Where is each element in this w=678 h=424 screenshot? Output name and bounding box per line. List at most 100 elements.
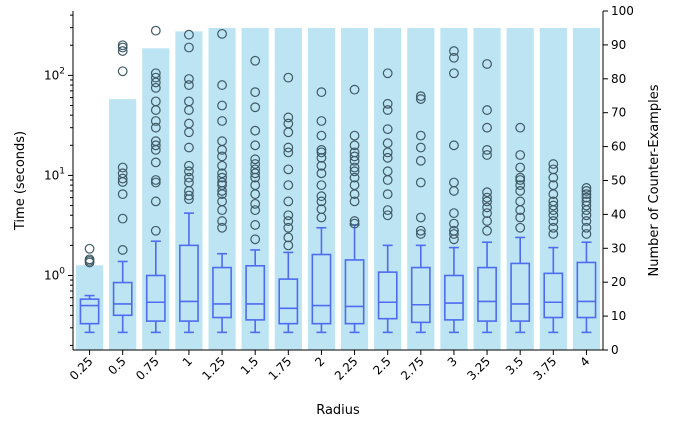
outlier-point [217, 100, 227, 111]
outlier-point [84, 243, 95, 254]
x-tick-label: 3.25 [464, 354, 493, 383]
outlier-point [150, 96, 161, 107]
boxplot [145, 25, 166, 334]
outlier-point [449, 46, 459, 56]
box-iqr [245, 264, 266, 321]
outlier-point [316, 204, 327, 215]
outlier-point [382, 166, 393, 177]
outlier-point [283, 216, 294, 226]
outlier-point [217, 151, 227, 162]
box-iqr [576, 261, 597, 319]
y-left-tick-label: 101 [44, 166, 65, 182]
outlier-point [250, 168, 261, 179]
outlier-point [415, 212, 426, 223]
box-iqr [212, 266, 232, 319]
time-boxplots [79, 25, 597, 334]
y-right-tick-label: 70 [611, 106, 626, 120]
outlier-point [382, 205, 393, 216]
outlier-point [515, 162, 526, 173]
outlier-point [316, 144, 327, 155]
outlier-point [150, 136, 161, 147]
outlier-point [415, 94, 426, 104]
outlier-point [349, 166, 360, 177]
outlier-point [283, 196, 294, 207]
outlier-point [316, 168, 327, 179]
boxplot [444, 46, 464, 334]
outlier-point [217, 136, 227, 147]
boxplot [212, 28, 232, 334]
outlier-point [217, 80, 227, 90]
boxplot [112, 40, 133, 334]
outlier-point [316, 160, 327, 171]
outlier-point [283, 142, 294, 153]
outlier-point [382, 98, 393, 109]
outlier-point [482, 208, 492, 219]
outlier-point [415, 130, 426, 141]
outlier-point [349, 172, 360, 183]
outlier-point [349, 180, 360, 191]
outlier-point [382, 68, 393, 79]
outlier-point [117, 173, 128, 184]
x-tick-label: 1.25 [199, 354, 228, 383]
x-tick-label: 4 [577, 354, 592, 369]
outlier-point [117, 162, 128, 173]
outlier-point [515, 212, 526, 223]
outlier-point [283, 72, 294, 83]
outlier-point [515, 150, 526, 160]
outlier-point [117, 66, 128, 77]
outlier-point [184, 177, 194, 188]
outlier-point [449, 177, 459, 188]
x-tick-label: 1.5 [238, 354, 261, 377]
x-axis-label: Radius [316, 403, 360, 418]
x-tick-label: 3.75 [531, 354, 560, 383]
outlier-point [482, 225, 492, 236]
outlier-point [382, 210, 393, 221]
outlier-point [349, 218, 360, 229]
boxplot [510, 122, 531, 334]
outlier-point [349, 151, 360, 162]
outlier-point [548, 180, 559, 191]
outlier-point [283, 240, 294, 251]
y-right-tick-label: 50 [611, 174, 626, 188]
outlier-point [349, 130, 360, 141]
outlier-point [184, 190, 194, 201]
outlier-point [150, 177, 161, 188]
box-iqr [79, 298, 100, 325]
outlier-point [382, 124, 393, 135]
y-right-tick-label: 100 [611, 4, 634, 18]
x-tick-label: 0.75 [133, 354, 162, 383]
outlier-point [217, 196, 227, 207]
outlier-point [449, 52, 459, 63]
outlier-point [184, 42, 194, 53]
box-iqr [145, 274, 166, 322]
outlier-point [150, 122, 161, 133]
outlier-point [515, 122, 526, 133]
outlier-point [316, 196, 327, 207]
boxplot [278, 72, 299, 334]
outlier-point [415, 225, 426, 236]
outlier-point [150, 68, 161, 79]
outlier-point [117, 245, 128, 255]
outlier-point [283, 210, 294, 221]
outlier-point [250, 198, 261, 209]
outlier-point [117, 168, 128, 179]
box-iqr [112, 281, 133, 317]
x-tick-label: 0.5 [105, 354, 128, 377]
outlier-point [581, 200, 592, 211]
outlier-point [184, 80, 194, 90]
outlier-point [449, 218, 459, 229]
x-tick-label: 2.75 [398, 354, 427, 383]
outlier-point [482, 187, 492, 198]
outlier-point [117, 213, 128, 224]
outlier-point [581, 210, 592, 221]
outlier-point [482, 192, 492, 203]
outlier-point [382, 152, 393, 163]
outlier-point [415, 142, 426, 153]
outlier-point [150, 196, 161, 207]
outlier-point [217, 172, 227, 183]
outlier-point [548, 222, 559, 233]
outlier-point [548, 196, 559, 207]
outlier-point [150, 225, 161, 236]
box-iqr [444, 274, 464, 321]
box-iqr [510, 262, 531, 322]
